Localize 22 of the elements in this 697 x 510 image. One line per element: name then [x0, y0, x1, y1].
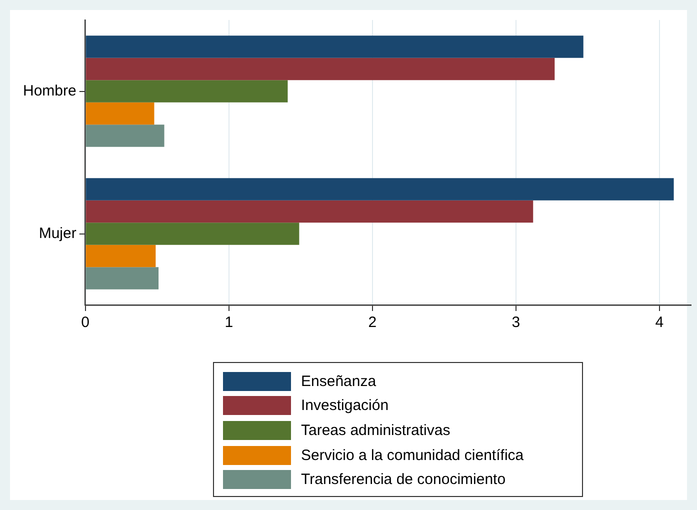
legend-label: Enseñanza [301, 372, 376, 390]
x-tick-label: 1 [224, 314, 234, 332]
x-tick-label: 0 [81, 314, 90, 332]
legend-label: Tareas administrativas [301, 422, 450, 439]
bar [86, 124, 164, 147]
bar [86, 267, 159, 290]
bar [86, 80, 288, 102]
legend-label: Transferencia de conocimiento [301, 471, 506, 488]
bar [86, 36, 584, 58]
y-tick-label: Mujer [38, 224, 76, 242]
y-tick-label: Hombre [22, 82, 76, 100]
x-tick-label: 2 [368, 314, 377, 332]
x-tick-label: 4 [655, 314, 664, 332]
x-tick-label: 3 [512, 314, 520, 332]
bar [86, 244, 156, 268]
legend-label: Servicio a la comunidad científica [301, 446, 524, 464]
legend-label: Investigación [301, 397, 389, 414]
bar [86, 178, 674, 200]
bar [86, 102, 154, 125]
bar [86, 222, 300, 245]
bar [86, 58, 555, 80]
bar [86, 200, 534, 223]
